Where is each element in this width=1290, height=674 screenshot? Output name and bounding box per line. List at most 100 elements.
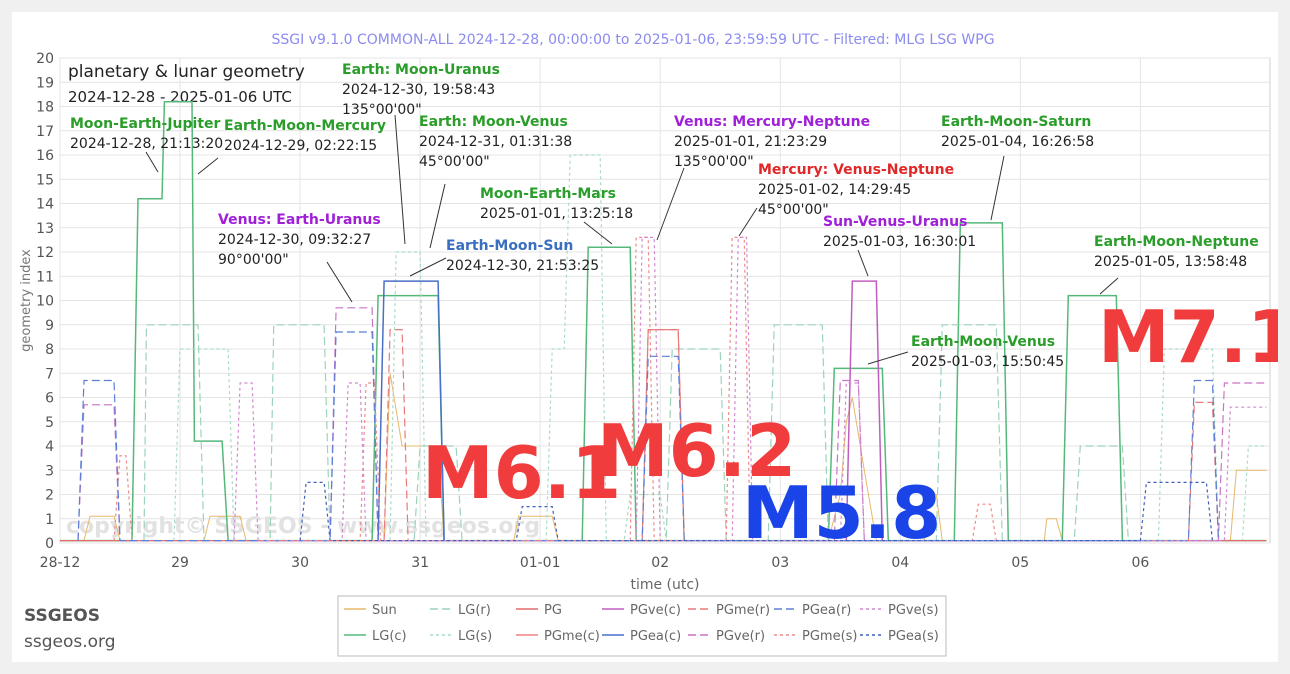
annotation-title: Moon-Earth-Jupiter [70, 116, 221, 132]
annotation-time: 2024-12-29, 02:22:15 [224, 138, 377, 154]
y-tick-label: 6 [45, 391, 54, 407]
x-tick-label: 29 [171, 555, 189, 571]
x-tick-label: 30 [291, 555, 309, 571]
inner-title: planetary & lunar geometry [68, 62, 305, 82]
annotation-title: Earth: Moon-Uranus [342, 62, 500, 78]
annotation-leader [326, 261, 353, 303]
series-line-pgea-c- [377, 280, 445, 541]
annotation-leader [409, 257, 447, 277]
x-tick-label: 06 [1131, 555, 1149, 571]
y-tick-label: 8 [45, 342, 54, 358]
annotation-leader [990, 155, 1005, 221]
legend-label: PGve(c) [630, 603, 681, 618]
annotation-title: Earth-Moon-Sun [446, 238, 573, 254]
legend-label: PGme(s) [802, 629, 858, 644]
annotation-time: 2025-01-03, 16:30:01 [823, 234, 976, 250]
y-tick-label: 3 [45, 463, 54, 479]
annotation-leader [583, 221, 613, 245]
y-tick-label: 17 [36, 124, 54, 140]
annotation-title: Earth-Moon-Mercury [224, 118, 386, 134]
y-tick-label: 12 [36, 245, 54, 261]
annotation-time: 2024-12-30, 19:58:43 [342, 82, 495, 98]
y-tick-label: 5 [45, 415, 54, 431]
legend-label: PGve(s) [888, 603, 939, 618]
annotation-leader [197, 157, 219, 175]
annotation-leader [145, 151, 159, 173]
annotation-angle: 90°00'00" [218, 252, 289, 268]
annotation-angle: 45°00'00" [419, 154, 490, 170]
x-axis-label: time (utc) [630, 577, 699, 593]
watermark: copyright© SSGEOS - www.ssgeos.org [66, 514, 540, 539]
annotation-angle: 135°00'00" [342, 102, 422, 118]
legend-label: PGme(r) [716, 603, 770, 618]
y-tick-label: 10 [36, 294, 54, 310]
y-tick-label: 18 [36, 100, 54, 116]
x-tick-label: 02 [651, 555, 669, 571]
annotation-time: 2025-01-01, 13:25:18 [480, 206, 633, 222]
legend-label: Sun [372, 603, 397, 618]
y-tick-label: 20 [36, 51, 54, 67]
annotation-title: Earth-Moon-Venus [911, 334, 1055, 350]
annotation-title: Earth-Moon-Saturn [941, 114, 1091, 130]
y-tick-label: 16 [36, 148, 54, 164]
annotation-leader [394, 114, 406, 245]
y-tick-label: 19 [36, 75, 54, 91]
annotation-title: Earth-Moon-Neptune [1094, 234, 1259, 250]
legend-label: PG [544, 603, 562, 618]
annotation-angle: 135°00'00" [674, 154, 754, 170]
y-tick-label: 7 [45, 366, 54, 382]
annotation-title: Mercury: Venus-Neptune [758, 162, 954, 178]
annotation-leader [867, 351, 909, 365]
legend-box [337, 595, 947, 657]
chart-title: SSGI v9.1.0 COMMON-ALL 2024-12-28, 00:00… [271, 32, 994, 48]
y-tick-label: 9 [45, 318, 54, 334]
y-tick-label: 4 [45, 439, 54, 455]
magnitude-label: M7.1 [1098, 295, 1278, 379]
y-tick-label: 13 [36, 221, 54, 237]
legend-label: PGea(c) [630, 629, 681, 644]
magnitude-label: M6.1 [422, 431, 621, 515]
y-tick-label: 14 [36, 197, 54, 213]
series-line-pgme-r- [383, 329, 1219, 542]
annotation-title: Venus: Mercury-Neptune [674, 114, 870, 130]
annotation-leader [429, 183, 446, 249]
annotation-time: 2025-01-05, 13:58:48 [1094, 254, 1247, 270]
legend-label: LG(r) [458, 603, 491, 618]
y-tick-label: 1 [45, 512, 54, 528]
x-tick-label: 31 [411, 555, 429, 571]
annotation-time: 2025-01-01, 21:23:29 [674, 134, 827, 150]
y-axis-label: geometry index [19, 249, 34, 352]
annotation-leader [738, 207, 758, 237]
annotation-time: 2025-01-04, 16:26:58 [941, 134, 1094, 150]
annotation-angle: 45°00'00" [758, 202, 829, 218]
annotation-time: 2025-01-03, 15:50:45 [911, 354, 1064, 370]
legend-label: LG(c) [372, 629, 407, 644]
magnitude-label: M5.8 [742, 471, 941, 555]
series-line-pgea-s- [299, 481, 1213, 542]
annotation-title: Moon-Earth-Mars [480, 186, 616, 202]
legend-label: PGme(c) [544, 629, 600, 644]
series-line-lg-s- [173, 154, 1267, 542]
annotation-title: Venus: Earth-Uranus [218, 212, 381, 228]
y-tick-label: 11 [36, 269, 54, 285]
inner-subtitle: 2024-12-28 - 2025-01-06 UTC [68, 88, 292, 106]
x-tick-label: 04 [891, 555, 909, 571]
x-tick-label: 05 [1011, 555, 1029, 571]
chart-frame: 0 1 2 3 4 5 6 7 8 9 10 11 12 13 14 15 16 17 18 19 20 28-12 29 3… [12, 12, 1278, 662]
brand-name: SSGEOS [24, 606, 100, 626]
annotation-time: 2024-12-28, 21:13:20 [70, 136, 223, 152]
annotation-leader [656, 167, 685, 241]
annotation-title: Earth: Moon-Venus [419, 114, 568, 130]
annotation-time: 2025-01-02, 14:29:45 [758, 182, 911, 198]
y-tick-label: 2 [45, 488, 54, 504]
annotation-time: 2024-12-31, 01:31:38 [419, 134, 572, 150]
legend-label: PGea(s) [888, 629, 939, 644]
y-tick-label: 0 [45, 536, 54, 552]
legend-label: PGve(r) [716, 629, 765, 644]
x-tick-label: 01-01 [520, 555, 561, 571]
y-tick-label: 15 [36, 172, 54, 188]
x-tick-label: 03 [771, 555, 789, 571]
annotation-title: Sun-Venus-Uranus [823, 214, 967, 230]
annotation-time: 2024-12-30, 09:32:27 [218, 232, 371, 248]
